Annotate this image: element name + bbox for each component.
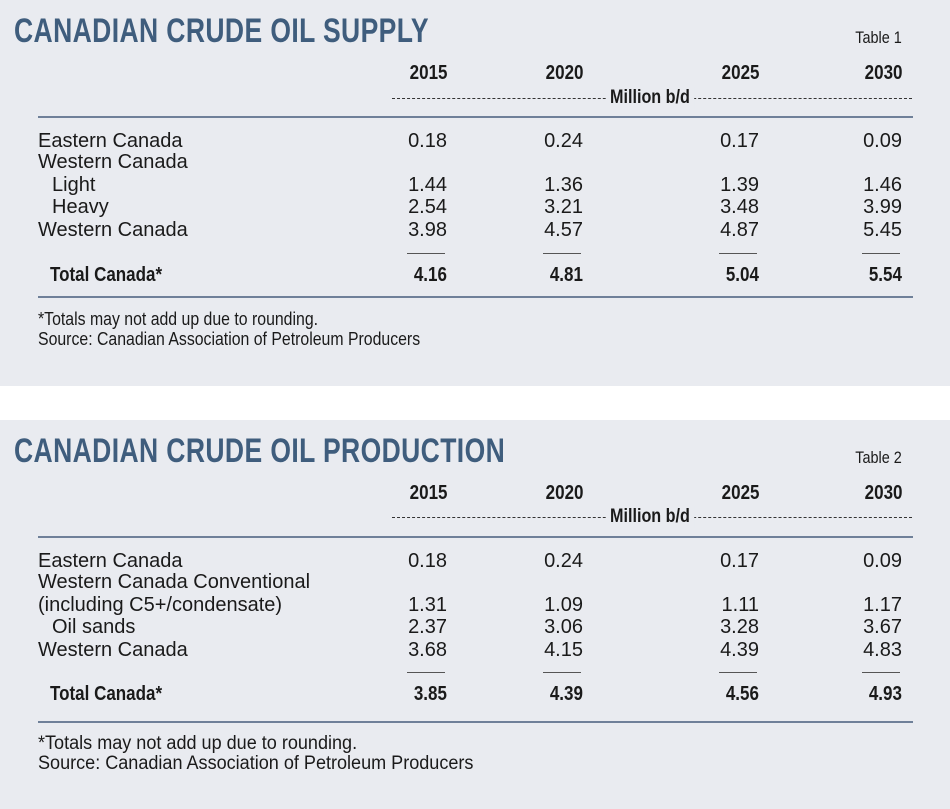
total-cell: 4.16 [413, 264, 447, 286]
footnote: Source: Canadian Association of Petroleu… [38, 329, 421, 349]
sum-separator [407, 253, 445, 254]
table-cell: 4.39 [720, 639, 759, 661]
table-cell: 1.46 [863, 174, 902, 196]
total-cell: 5.54 [868, 264, 902, 286]
table-cell: 0.24 [544, 130, 583, 152]
table-cell: 0.17 [720, 550, 759, 572]
row-label: Light [52, 174, 96, 196]
column-header-year: 2025 [721, 62, 759, 84]
total-label: Total Canada* [50, 264, 163, 286]
footer-rule [38, 721, 913, 723]
sum-separator [543, 672, 581, 673]
sum-separator [407, 672, 445, 673]
table-title: CANADIAN CRUDE OIL SUPPLY [14, 12, 429, 50]
table-cell: 0.09 [863, 130, 902, 152]
column-header-year: 2020 [545, 482, 583, 504]
table-cell: 3.99 [863, 196, 902, 218]
column-header-year: 2030 [864, 482, 902, 504]
sum-separator [719, 253, 757, 254]
row-label: Heavy [52, 196, 109, 218]
table-cell: 1.09 [544, 594, 583, 616]
table-cell: 1.36 [544, 174, 583, 196]
table-cell: 3.28 [720, 616, 759, 638]
table-cell: 4.83 [863, 639, 902, 661]
footnote: *Totals may not add up due to rounding. [38, 309, 319, 329]
footnote: *Totals may not add up due to rounding. [38, 733, 358, 754]
total-cell: 4.56 [725, 683, 759, 705]
row-label: Eastern Canada [38, 130, 183, 152]
table-cell: 0.17 [720, 130, 759, 152]
sum-separator [543, 253, 581, 254]
table-cell: 3.21 [544, 196, 583, 218]
table-cell: 4.57 [544, 219, 583, 241]
row-label: (including C5+/condensate) [38, 594, 283, 616]
footnote: Source: Canadian Association of Petroleu… [38, 753, 474, 774]
sum-separator [862, 253, 900, 254]
column-header-year: 2015 [409, 62, 447, 84]
table-cell: 0.09 [863, 550, 902, 572]
table-title: CANADIAN CRUDE OIL PRODUCTION [14, 432, 506, 470]
row-label: Western Canada [38, 151, 188, 173]
table-cell: 3.68 [408, 639, 447, 661]
table-cell: 3.48 [720, 196, 759, 218]
table-cell: 2.37 [408, 616, 447, 638]
table-cell: 1.11 [721, 594, 759, 616]
table-cell: 3.98 [408, 219, 447, 241]
header-rule [38, 536, 913, 538]
table-number: Table 1 [855, 28, 902, 47]
total-cell: 3.85 [413, 683, 447, 705]
total-cell: 4.93 [868, 683, 902, 705]
table-cell: 0.24 [544, 550, 583, 572]
column-header-year: 2015 [409, 482, 447, 504]
table-cell: 1.39 [720, 174, 759, 196]
total-cell: 4.39 [549, 683, 583, 705]
total-label: Total Canada* [50, 683, 163, 705]
table-2-panel: CANADIAN CRUDE OIL PRODUCTION Table 2 2015… [0, 420, 950, 809]
unit-label: Million b/d [605, 87, 695, 109]
table-cell: 1.31 [408, 594, 447, 616]
column-header-year: 2030 [864, 62, 902, 84]
row-label: Oil sands [52, 616, 136, 638]
total-cell: 5.04 [725, 264, 759, 286]
row-label: Western Canada [38, 639, 188, 661]
table-cell: 0.18 [408, 130, 447, 152]
table-cell: 4.15 [544, 639, 583, 661]
row-label: Western Canada Conventional [38, 571, 311, 593]
sum-separator [719, 672, 757, 673]
table-number: Table 2 [855, 448, 902, 467]
table-cell: 3.06 [544, 616, 583, 638]
column-header-year: 2025 [721, 482, 759, 504]
footer-rule [38, 296, 913, 298]
table-cell: 1.17 [863, 594, 902, 616]
table-cell: 5.45 [863, 219, 902, 241]
unit-label: Million b/d [605, 506, 695, 528]
table-cell: 2.54 [408, 196, 447, 218]
table-cell: 0.18 [408, 550, 447, 572]
table-cell: 3.67 [863, 616, 902, 638]
header-rule [38, 116, 913, 118]
table-1-panel: CANADIAN CRUDE OIL SUPPLY Table 1 2015 2020… [0, 0, 950, 386]
row-label: Western Canada [38, 219, 188, 241]
column-header-year: 2020 [545, 62, 583, 84]
sum-separator [862, 672, 900, 673]
table-cell: 1.44 [408, 174, 447, 196]
table-cell: 4.87 [720, 219, 759, 241]
total-cell: 4.81 [549, 264, 583, 286]
row-label: Eastern Canada [38, 550, 183, 572]
